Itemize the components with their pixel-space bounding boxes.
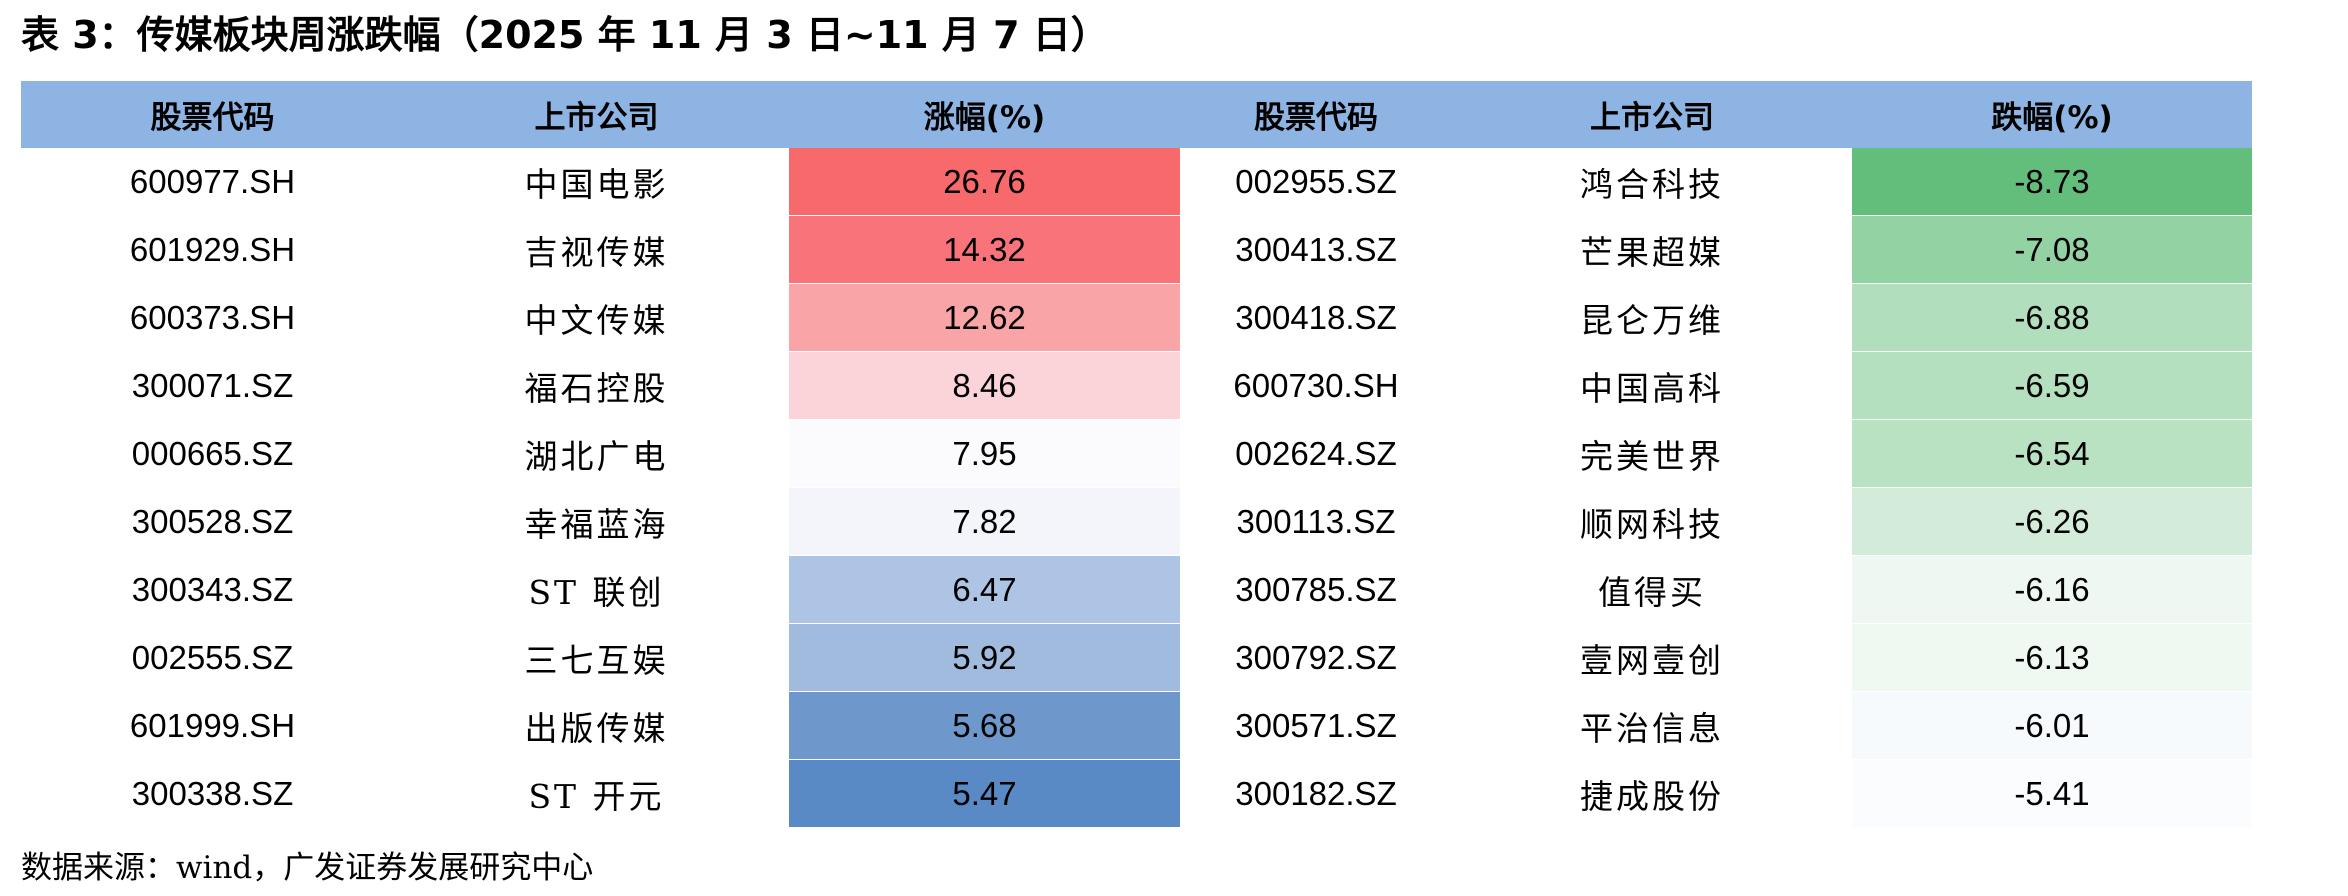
company: 出版传媒 xyxy=(524,709,669,748)
company: ST 开元 xyxy=(528,777,665,816)
loss-pct: -6.01 xyxy=(1852,692,2252,759)
stock-code: 600977.SH xyxy=(129,163,296,200)
source-note: 数据来源：wind，广发证券发展研究中心 xyxy=(21,850,594,886)
company: 值得买 xyxy=(1598,573,1706,612)
loss-pct: -6.16 xyxy=(1852,556,2252,623)
company: 鸿合科技 xyxy=(1580,165,1724,204)
stock-code: 002955.SZ xyxy=(1235,163,1397,200)
column-header: 上市公司 xyxy=(534,100,659,136)
loss-pct: -8.73 xyxy=(1852,148,2252,215)
gain-pct: 5.68 xyxy=(789,692,1180,759)
column-header: 跌幅(%) xyxy=(1991,100,2113,136)
table-title: 表 3：传媒板块周涨跌幅（2025 年 11 月 3 日~11 月 7 日） xyxy=(21,13,1109,57)
stock-code: 300071.SZ xyxy=(131,367,294,404)
loss-pct: -6.59 xyxy=(1852,352,2252,419)
loss-pct: -6.26 xyxy=(1852,488,2252,555)
stock-code: 300418.SZ xyxy=(1235,299,1397,336)
company: 平治信息 xyxy=(1580,709,1724,748)
gain-pct: 14.32 xyxy=(789,216,1180,283)
loss-pct: -6.88 xyxy=(1852,284,2252,351)
company: 中文传媒 xyxy=(524,301,669,340)
company: 完美世界 xyxy=(1580,437,1724,476)
stock-code: 300343.SZ xyxy=(131,571,294,608)
stock-code: 300182.SZ xyxy=(1235,775,1397,812)
company: 捷成股份 xyxy=(1580,777,1724,816)
loss-pct: -6.13 xyxy=(1852,624,2252,691)
stock-code: 601999.SH xyxy=(129,707,296,744)
stock-code: 002624.SZ xyxy=(1235,435,1397,472)
stock-code: 300792.SZ xyxy=(1235,639,1397,676)
company: 三七互娱 xyxy=(524,641,669,680)
stock-code: 000665.SZ xyxy=(131,435,294,472)
loss-pct: -6.54 xyxy=(1852,420,2252,487)
stock-code: 300338.SZ xyxy=(131,775,294,812)
gain-pct: 7.82 xyxy=(789,488,1180,555)
gain-pct: 12.62 xyxy=(789,284,1180,351)
gain-pct: 6.47 xyxy=(789,556,1180,623)
company: 福石控股 xyxy=(524,369,669,408)
stock-code: 300785.SZ xyxy=(1235,571,1397,608)
gain-pct: 5.47 xyxy=(789,760,1180,827)
stock-code: 300413.SZ xyxy=(1235,231,1397,268)
column-header: 股票代码 xyxy=(150,100,275,136)
loss-pct: -7.08 xyxy=(1852,216,2252,283)
company: 湖北广电 xyxy=(524,437,669,476)
stock-code: 002555.SZ xyxy=(131,639,294,676)
column-header: 上市公司 xyxy=(1590,100,1714,136)
company: 吉视传媒 xyxy=(524,233,669,272)
stock-code: 300113.SZ xyxy=(1236,503,1396,540)
stock-code: 600730.SH xyxy=(1233,367,1399,404)
company: 芒果超媒 xyxy=(1580,233,1724,272)
company: 中国高科 xyxy=(1580,369,1724,408)
company: 昆仑万维 xyxy=(1580,301,1724,340)
stock-code: 601929.SH xyxy=(129,231,296,268)
stock-code: 300528.SZ xyxy=(131,503,294,540)
loss-pct: -5.41 xyxy=(1852,760,2252,827)
gain-pct: 7.95 xyxy=(789,420,1180,487)
stock-code: 300571.SZ xyxy=(1235,707,1397,744)
gain-pct: 8.46 xyxy=(789,352,1180,419)
company: 中国电影 xyxy=(524,165,669,204)
company: 顺网科技 xyxy=(1580,505,1724,544)
stock-code: 600373.SH xyxy=(129,299,296,336)
gain-pct: 26.76 xyxy=(789,148,1180,215)
header-band xyxy=(21,81,2252,148)
company: ST 联创 xyxy=(528,573,665,612)
company: 幸福蓝海 xyxy=(524,505,669,544)
gain-pct: 5.92 xyxy=(789,624,1180,691)
column-header: 股票代码 xyxy=(1254,100,1378,136)
company: 壹网壹创 xyxy=(1580,641,1724,680)
column-header: 涨幅(%) xyxy=(923,100,1046,136)
